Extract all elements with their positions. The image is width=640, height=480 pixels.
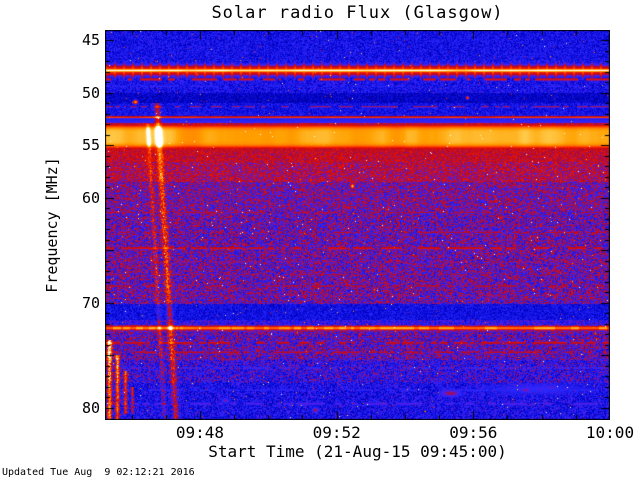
y-tick-label: 80	[81, 399, 100, 417]
page-title: Solar radio Flux (Glasgow)	[211, 3, 504, 23]
x-tick-label: 10:00	[585, 423, 635, 442]
x-tick-label: 09:52	[312, 423, 361, 442]
y-tick-label: 70	[81, 293, 100, 312]
x-tick-label: 09:48	[175, 423, 225, 442]
spectrogram-canvas	[105, 30, 610, 420]
y-tick-label: 50	[81, 83, 100, 102]
y-tick-label: 45	[81, 30, 100, 49]
x-axis-label: Start Time (21-Aug-15 09:45:00)	[208, 442, 507, 461]
y-axis-label: Frequency [MHz]	[43, 157, 61, 293]
y-tick-label: 55	[81, 136, 100, 155]
x-tick-label: 09:56	[449, 423, 498, 442]
y-tick-label: 60	[81, 188, 100, 207]
footer-timestamp: Updated Tue Aug 9 02:12:21 2016	[2, 467, 195, 478]
